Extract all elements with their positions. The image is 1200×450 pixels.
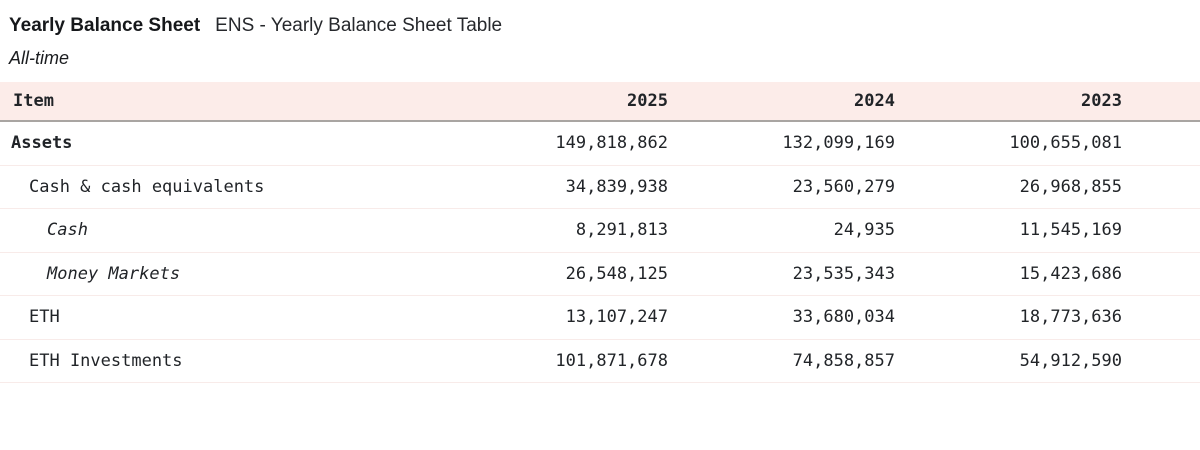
row-value-2025: 13,107,247 [565,307,668,328]
row-value-2023: 18,773,636 [1019,307,1122,328]
table-row: Cash 8,291,813 24,935 11,545,169 [0,209,1200,253]
row-value-2025: 101,871,678 [555,350,668,371]
page-subtitle: ENS - Yearly Balance Sheet Table [215,15,503,36]
column-header-2023: 2023 [1081,91,1122,111]
row-label: ETH Investments [29,350,183,371]
page-title: Yearly Balance Sheet [9,15,201,36]
row-value-2025: 34,839,938 [565,176,668,197]
row-value-2025: 149,818,862 [555,133,668,154]
row-value-2023: 11,545,169 [1019,220,1122,241]
row-value-2023: 100,655,081 [1009,133,1122,154]
row-value-2023: 54,912,590 [1019,350,1122,371]
balance-sheet-table: Item 2025 2024 2023 Assets 149,818,862 1… [0,82,1200,383]
row-value-2024: 24,935 [833,220,895,241]
row-value-2024: 132,099,169 [782,133,895,154]
table-header-row: Item 2025 2024 2023 [0,82,1200,122]
table-row: ETH 13,107,247 33,680,034 18,773,636 [0,296,1200,340]
title-line: Yearly Balance Sheet ENS - Yearly Balance… [9,14,1200,38]
table-row: ETH Investments 101,871,678 74,858,857 5… [0,339,1200,383]
row-value-2023: 15,423,686 [1019,263,1122,284]
column-header-item: Item [13,91,54,111]
table-row: Assets 149,818,862 132,099,169 100,655,0… [0,122,1200,166]
row-value-2023: 26,968,855 [1019,176,1122,197]
column-header-2025: 2025 [627,91,668,111]
row-value-2024: 33,680,034 [792,307,895,328]
row-value-2024: 74,858,857 [792,350,895,371]
table-row: Cash & cash equivalents 34,839,938 23,56… [0,165,1200,209]
title-block: Yearly Balance Sheet ENS - Yearly Balance… [0,0,1200,69]
row-value-2025: 8,291,813 [575,220,668,241]
row-label: Cash [47,220,88,241]
table-body: Assets 149,818,862 132,099,169 100,655,0… [0,122,1200,383]
row-label: ETH [29,307,60,328]
row-value-2024: 23,560,279 [792,176,895,197]
row-label: Cash & cash equivalents [29,176,265,197]
period-label: All-time [9,48,70,68]
row-label: Assets [11,133,73,154]
row-value-2025: 26,548,125 [565,263,668,284]
column-header-2024: 2024 [854,91,895,111]
row-label: Money Markets [47,263,181,284]
row-value-2024: 23,535,343 [792,263,895,284]
table-row: Money Markets 26,548,125 23,535,343 15,4… [0,252,1200,296]
